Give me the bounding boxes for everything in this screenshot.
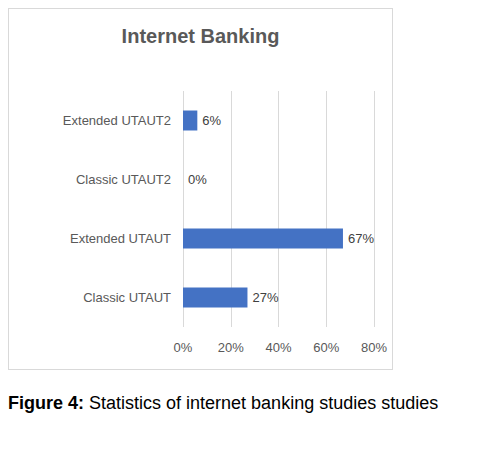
svg-text:20%: 20%	[218, 340, 244, 355]
svg-text:67%: 67%	[348, 231, 374, 246]
svg-text:40%: 40%	[265, 340, 291, 355]
svg-text:Extended UTAUT: Extended UTAUT	[70, 231, 171, 246]
svg-text:Extended UTAUT2: Extended UTAUT2	[63, 113, 171, 128]
svg-text:0%: 0%	[188, 172, 207, 187]
svg-text:6%: 6%	[202, 113, 221, 128]
html-text:Figure 4: Statistics of intern: Figure 4: Statistics of internet banking…	[8, 393, 439, 413]
svg-text:Internet Banking: Internet Banking	[122, 25, 280, 47]
svg-text:Classic UTAUT: Classic UTAUT	[83, 290, 171, 305]
svg-text:60%: 60%	[313, 340, 339, 355]
svg-text:27%: 27%	[252, 290, 278, 305]
svg-text:80%: 80%	[361, 340, 387, 355]
svg-text:Classic UTAUT2: Classic UTAUT2	[76, 172, 171, 187]
svg-text:0%: 0%	[174, 340, 193, 355]
